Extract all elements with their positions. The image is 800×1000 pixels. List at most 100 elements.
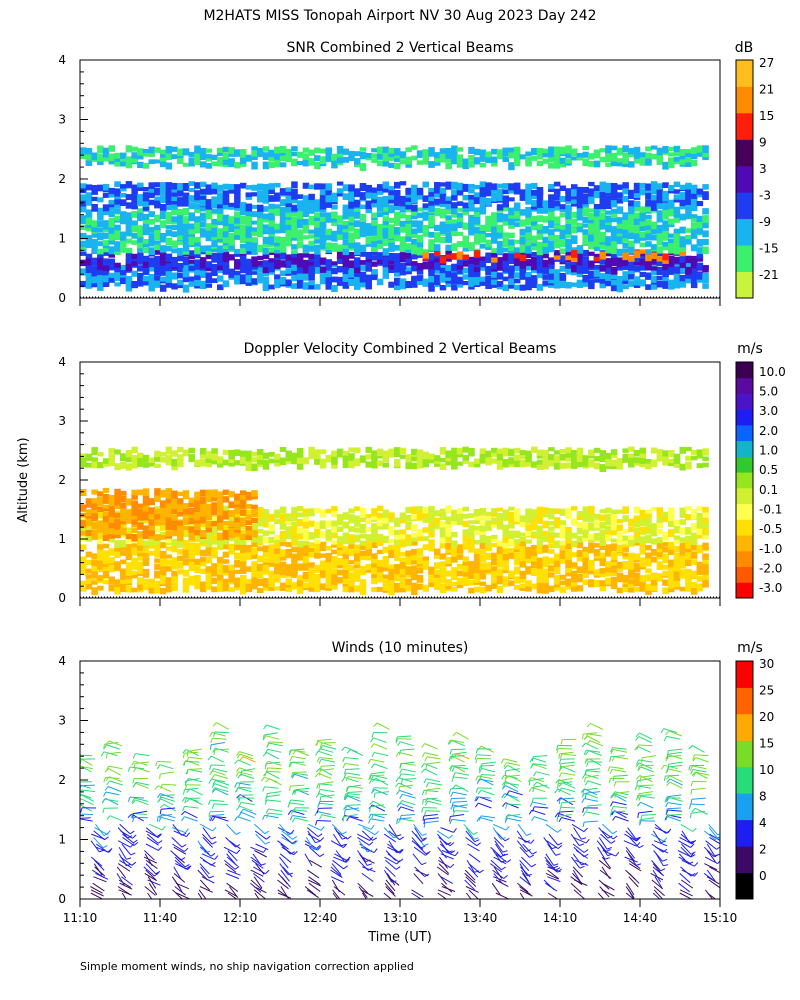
heatmap-cell: [405, 578, 412, 586]
heatmap-cell: [302, 266, 310, 274]
heatmap-cell: [285, 217, 292, 225]
heatmap-cell: [177, 201, 184, 207]
heatmap-cell: [331, 243, 338, 249]
heatmap-cell: [365, 284, 372, 290]
heatmap-cell: [331, 457, 338, 465]
heatmap-cell: [616, 284, 624, 293]
heatmap-cell: [159, 149, 167, 155]
heatmap-cell: [114, 244, 121, 252]
heatmap-cell: [211, 448, 218, 454]
heatmap-cell: [445, 556, 452, 565]
heatmap-cell: [274, 255, 281, 260]
heatmap-cell: [399, 577, 407, 584]
heatmap-cell: [468, 448, 475, 456]
heatmap-cell: [434, 455, 441, 462]
heatmap-cell: [268, 458, 275, 464]
heatmap-cell: [279, 582, 287, 590]
heatmap-cell: [234, 248, 241, 254]
heatmap-cell: [605, 561, 612, 568]
heatmap-cell: [656, 189, 664, 196]
heatmap-cell: [451, 520, 458, 525]
heatmap-cell: [319, 148, 327, 154]
heatmap-cell: [416, 584, 424, 590]
heatmap-cell: [548, 534, 555, 539]
heatmap-cell: [479, 581, 487, 586]
heatmap-cell: [422, 536, 429, 541]
heatmap-cell: [274, 277, 281, 285]
heatmap-cell: [513, 155, 521, 163]
heatmap-cell: [336, 232, 344, 240]
heatmap-cell: [616, 238, 624, 245]
heatmap-cell: [102, 204, 110, 212]
heatmap-cell: [434, 187, 441, 194]
heatmap-cell: [588, 542, 595, 547]
heatmap-cell: [690, 159, 698, 167]
heatmap-cell: [348, 549, 355, 557]
heatmap-cell: [508, 281, 515, 289]
heatmap-cell: [531, 531, 538, 537]
heatmap-cell: [228, 587, 235, 592]
heatmap-cell: [211, 489, 218, 498]
heatmap-cell: [702, 578, 709, 586]
heatmap-cell: [650, 186, 658, 194]
heatmap-cell: [536, 512, 544, 520]
heatmap-cell: [685, 272, 692, 279]
heatmap-cell: [650, 577, 658, 586]
heatmap-cell: [394, 204, 401, 211]
heatmap-cell: [222, 214, 230, 223]
heatmap-cell: [331, 261, 338, 266]
heatmap-cell: [628, 453, 635, 458]
heatmap-cell: [182, 256, 190, 262]
heatmap-cell: [108, 258, 115, 265]
heatmap-cell: [131, 587, 138, 593]
heatmap-cell: [365, 236, 372, 244]
heatmap-cell: [131, 494, 138, 500]
heatmap-cell: [102, 556, 110, 565]
heatmap-cell: [296, 259, 304, 268]
heatmap-cell: [228, 254, 235, 261]
heatmap-cell: [599, 586, 606, 592]
heatmap-cell: [559, 520, 567, 525]
heatmap-cell: [536, 224, 544, 230]
heatmap-cell: [331, 268, 338, 274]
heatmap-cell: [445, 450, 452, 459]
heatmap-cell: [142, 516, 150, 521]
heatmap-cell: [217, 513, 224, 519]
heatmap-cell: [234, 162, 241, 169]
heatmap-cell: [348, 232, 355, 239]
heatmap-cell: [496, 568, 504, 576]
heatmap-cell: [633, 188, 641, 194]
heatmap-cell: [479, 260, 487, 268]
heatmap-cell: [114, 224, 121, 231]
heatmap-cell: [388, 152, 395, 157]
heatmap-cell: [394, 538, 401, 546]
heatmap-cell: [148, 199, 155, 206]
heatmap-cell: [622, 182, 629, 189]
heatmap-cell: [359, 277, 367, 283]
heatmap-cell: [491, 196, 498, 202]
heatmap-cell: [239, 498, 247, 504]
heatmap-cell: [548, 283, 555, 288]
heatmap-cell: [388, 253, 395, 261]
heatmap-cell: [399, 268, 407, 276]
heatmap-cell: [279, 567, 287, 576]
heatmap-cell: [485, 245, 492, 251]
heatmap-cell: [182, 201, 190, 207]
heatmap-cell: [336, 215, 344, 221]
heatmap-cell: [639, 461, 646, 468]
heatmap-cell: [354, 248, 361, 256]
heatmap-cell: [702, 512, 709, 517]
heatmap-cell: [633, 276, 641, 284]
heatmap-cell: [302, 182, 310, 189]
heatmap-cell: [182, 558, 190, 566]
heatmap-cell: [702, 221, 709, 229]
heatmap-cell: [228, 158, 235, 166]
heatmap-cell: [416, 195, 424, 200]
heatmap-cell: [371, 192, 378, 200]
heatmap-cell: [205, 577, 213, 585]
heatmap-cell: [462, 222, 469, 230]
heatmap-cell: [331, 216, 338, 223]
heatmap-cell: [633, 159, 641, 164]
heatmap-cell: [416, 457, 424, 464]
